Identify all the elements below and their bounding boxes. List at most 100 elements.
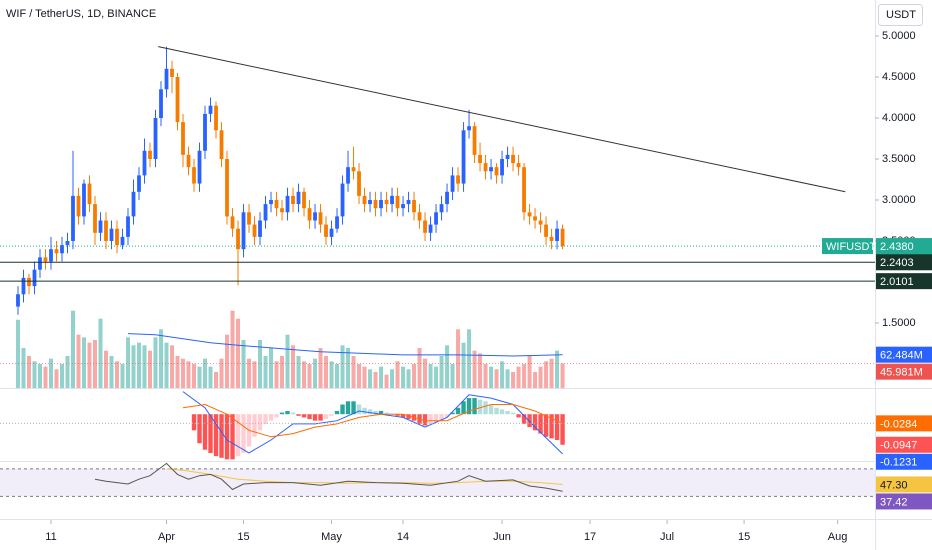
macd-histogram-bar bbox=[340, 404, 345, 415]
volume-bar bbox=[412, 364, 417, 388]
candle-body bbox=[104, 220, 108, 241]
volume-bar bbox=[296, 356, 301, 388]
y-tick-label: 4.5000 bbox=[882, 71, 916, 83]
candle-body bbox=[142, 150, 147, 176]
volume-bar bbox=[340, 345, 345, 388]
macd-histogram-bar bbox=[422, 414, 428, 426]
macd-histogram-bar bbox=[477, 399, 483, 415]
volume-bar bbox=[450, 364, 455, 388]
volume-bar bbox=[76, 334, 81, 388]
candle-body bbox=[87, 183, 92, 205]
x-tick-label: Jun bbox=[493, 531, 511, 543]
volume-bar bbox=[406, 369, 411, 388]
volume-bar bbox=[538, 366, 543, 388]
rsi-ma bbox=[166, 468, 563, 485]
price-badge bbox=[876, 273, 932, 290]
macd-histogram-bar bbox=[235, 414, 241, 457]
volume-bar bbox=[560, 363, 565, 388]
macd-histogram-bar bbox=[301, 414, 307, 418]
macd-histogram-bar bbox=[488, 404, 494, 415]
volume-bar bbox=[362, 366, 367, 388]
volume-bar bbox=[269, 348, 274, 388]
volume-bar bbox=[467, 329, 472, 388]
volume-bar bbox=[219, 358, 224, 388]
volume-bar bbox=[489, 366, 494, 388]
candle-body bbox=[126, 216, 130, 237]
volume-bar bbox=[214, 372, 219, 388]
volume-bar bbox=[197, 366, 202, 388]
volume-bar bbox=[445, 345, 450, 388]
price-badge-label: 47.30 bbox=[880, 479, 908, 491]
candle-body bbox=[302, 191, 306, 209]
candle-body bbox=[368, 199, 372, 205]
y-tick-label: 5.0000 bbox=[882, 30, 916, 42]
currency[interactable]: USDT bbox=[886, 9, 916, 21]
price-badge bbox=[876, 415, 932, 432]
candle-body bbox=[203, 113, 207, 151]
candle-body bbox=[115, 228, 119, 246]
macd-histogram-bar bbox=[406, 414, 411, 420]
price-badge-label: 2.2403 bbox=[880, 257, 914, 269]
candle-body bbox=[560, 228, 565, 247]
macd-histogram-bar bbox=[472, 398, 477, 415]
volume-bar bbox=[87, 342, 92, 388]
signal-line bbox=[182, 403, 563, 438]
macd-histogram-bar bbox=[494, 407, 499, 415]
macd-histogram-bar bbox=[549, 414, 554, 439]
candle-body bbox=[120, 236, 125, 246]
volume-bar bbox=[390, 369, 395, 388]
price-badge-label: 45.981M bbox=[880, 367, 923, 379]
candle-body bbox=[313, 212, 317, 221]
volume-bar bbox=[32, 361, 37, 388]
candle-body bbox=[296, 191, 301, 205]
candle-body bbox=[467, 126, 471, 131]
volume-bar bbox=[59, 364, 64, 388]
volume-bar bbox=[175, 356, 180, 388]
price-badge bbox=[876, 493, 932, 510]
macd-histogram-bar bbox=[516, 414, 521, 418]
macd-histogram-bar bbox=[213, 414, 219, 457]
candle-body bbox=[76, 195, 81, 217]
volume-bar bbox=[225, 334, 230, 388]
candle-body bbox=[538, 220, 543, 225]
volume-bar bbox=[15, 319, 20, 388]
volume-bar bbox=[313, 358, 318, 388]
macd-histogram-bar bbox=[356, 404, 362, 415]
candle-body bbox=[54, 249, 59, 254]
candle-body bbox=[329, 228, 334, 237]
macd-histogram-bar bbox=[263, 414, 268, 424]
candle-body bbox=[197, 150, 202, 184]
macd-histogram-bar bbox=[279, 412, 285, 415]
volume-bar bbox=[494, 369, 499, 388]
volume-bar bbox=[26, 356, 31, 388]
price-badge-label: -0.0947 bbox=[880, 440, 917, 452]
volume-ma bbox=[127, 333, 563, 357]
candle-body bbox=[27, 277, 31, 287]
candle-body bbox=[252, 224, 257, 237]
volume-bar bbox=[208, 366, 213, 388]
y-tick-label: 3.0000 bbox=[882, 194, 916, 206]
currency-box[interactable] bbox=[878, 4, 923, 26]
volume-bar bbox=[285, 334, 290, 388]
price-badge-label: 62.484M bbox=[880, 350, 923, 362]
volume-bar bbox=[456, 329, 461, 388]
candle-body bbox=[263, 204, 268, 221]
candle-body bbox=[43, 257, 48, 262]
volume-bar bbox=[81, 337, 86, 388]
macd-histogram-bar bbox=[378, 410, 384, 415]
chart-title: WIF / TetherUS, 1D, BINANCE bbox=[6, 8, 156, 20]
macd-histogram-bar bbox=[351, 401, 356, 415]
volume-bar bbox=[103, 350, 108, 388]
macd-histogram-bar bbox=[428, 414, 433, 424]
volume-bar bbox=[461, 342, 466, 388]
candle-body bbox=[175, 76, 180, 123]
macd-histogram-bar bbox=[252, 414, 257, 437]
volume-bar bbox=[170, 345, 175, 388]
candle-body bbox=[483, 163, 488, 172]
volume-bar bbox=[192, 364, 197, 388]
macd-histogram-bar bbox=[268, 414, 274, 421]
volume-bar bbox=[549, 358, 554, 388]
volume-bar bbox=[70, 310, 75, 388]
candle-body bbox=[373, 199, 378, 209]
